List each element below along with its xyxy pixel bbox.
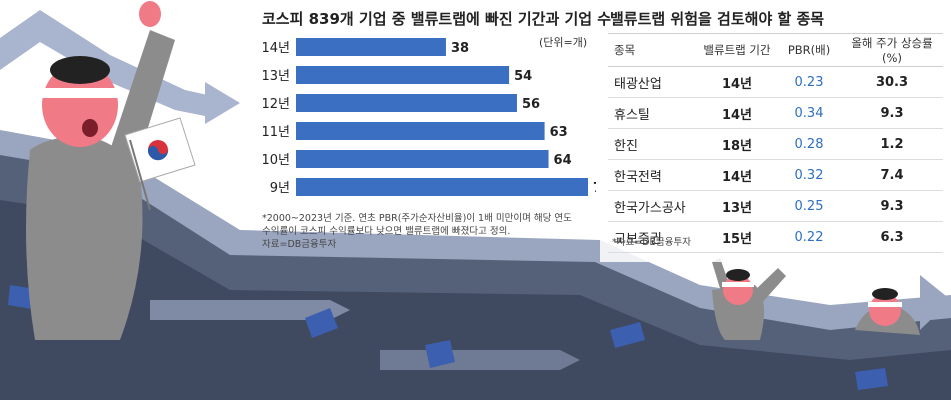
bar: [296, 150, 549, 168]
small-figure-body: [712, 285, 764, 340]
bar-value-label: 74: [593, 181, 596, 196]
bar-value-label: 54: [514, 69, 532, 84]
trap-period-cell: 15년: [697, 221, 777, 253]
figure-mouth: [82, 119, 98, 137]
pbr-cell: 0.25: [777, 190, 841, 222]
small-figure-headband: [722, 282, 754, 287]
chart-title: 코스피 839개 기업 중 밸류트랩에 빠진 기간과 기업 수: [262, 10, 612, 28]
bar-value-label: 64: [554, 153, 572, 168]
falling-arrow-head: [920, 275, 951, 330]
category-label: 14년: [261, 41, 290, 56]
flag-pole: [129, 139, 151, 211]
pbr-cell: 0.22: [777, 221, 841, 253]
bar-chart: 14년 38 13년 54 12년 56 11년 63 10년 64 9년 74: [261, 38, 596, 196]
col-header-period: 밸류트랩 기간: [697, 33, 777, 67]
table-header-row: 종목 밸류트랩 기간 PBR(배) 올해 주가 상승률(%): [608, 33, 943, 67]
top-arrow-band: [0, 10, 230, 118]
darker-ground: [0, 200, 951, 400]
price-rise-cell: 30.3: [841, 66, 943, 98]
bar-value-label: 38: [451, 41, 469, 56]
pbr-cell: 0.32: [777, 159, 841, 191]
small-figure-hair: [726, 269, 750, 281]
category-label: 9년: [270, 181, 290, 196]
trap-period-cell: 14년: [697, 159, 777, 191]
table-row: 한국전력 14년 0.32 7.4: [608, 159, 943, 191]
bar-value-label: 56: [522, 97, 540, 112]
debris-piece: [855, 368, 888, 390]
pbr-cell: 0.23: [777, 66, 841, 98]
lower-arrow: [150, 300, 350, 320]
table-title: 밸류트랩 위험을 검토해야 할 종목: [610, 10, 825, 28]
table-row: 한국가스공사 13년 0.25 9.3: [608, 190, 943, 222]
bar: [296, 178, 588, 196]
price-rise-cell: 1.2: [841, 128, 943, 160]
debris-piece: [610, 322, 645, 348]
small-figure-arm: [750, 268, 786, 305]
bar-value-label: 63: [550, 125, 568, 140]
price-rise-cell: 9.3: [841, 97, 943, 129]
chart-note-3: 자료=DB금융투자: [262, 239, 337, 250]
top-arrow-head: [205, 82, 240, 124]
pbr-cell: 0.34: [777, 97, 841, 129]
col-header-pbr: PBR(배): [777, 33, 841, 67]
figure-hair: [50, 56, 110, 84]
small-figure-2-hair: [872, 288, 898, 300]
chart-note-1: *2000~2023년 기준. 연초 PBR(주가순자산비율)이 1배 미만이며…: [262, 213, 572, 224]
chart-unit: (단위=개): [539, 36, 588, 49]
stock-name-cell: 한국가스공사: [608, 190, 697, 222]
table-row: 태광산업 14년 0.23 30.3: [608, 66, 943, 98]
price-rise-cell: 6.3: [841, 221, 943, 253]
col-header-rise: 올해 주가 상승률(%): [841, 33, 943, 67]
col-header-name: 종목: [608, 33, 697, 67]
category-label: 10년: [261, 153, 290, 168]
pbr-cell: 0.28: [777, 128, 841, 160]
figure-body: [26, 135, 143, 340]
table-body: 태광산업 14년 0.23 30.3 휴스틸 14년 0.34 9.3 한진 18년 0.28 1.2…: [608, 66, 943, 253]
bar: [296, 66, 510, 84]
table-row: 한진 18년 0.28 1.2: [608, 128, 943, 160]
figure-head: [42, 63, 118, 147]
stock-name-cell: 휴스틸: [608, 97, 697, 129]
stock-table: 종목 밸류트랩 기간 PBR(배) 올해 주가 상승률(%) 태광산업 14년 0.…: [608, 33, 943, 253]
stock-name-cell: 한진: [608, 128, 697, 160]
bar: [296, 38, 446, 56]
bar: [296, 94, 517, 112]
category-label: 11년: [261, 125, 290, 140]
figure-headband: [40, 88, 120, 98]
trap-period-cell: 14년: [697, 66, 777, 98]
table-row: 교보증권 15년 0.22 6.3: [608, 221, 943, 253]
trap-period-cell: 14년: [697, 97, 777, 129]
debris-piece: [425, 340, 455, 368]
price-rise-cell: 9.3: [841, 190, 943, 222]
lower-arrow-2: [380, 350, 580, 370]
trap-period-cell: 13년: [697, 190, 777, 222]
small-figure-2-headband: [868, 302, 902, 307]
stock-name-cell: 한국전력: [608, 159, 697, 191]
debris-piece: [305, 308, 338, 338]
trap-period-cell: 18년: [697, 128, 777, 160]
category-label: 13년: [261, 69, 290, 84]
bar: [296, 122, 545, 140]
flag-emblem-blue: [147, 145, 169, 161]
stock-name-cell: 교보증권: [608, 221, 697, 253]
chart-note-2: 수익률이 코스피 수익률보다 낮으면 밸류트랩에 빠졌다고 정의.: [262, 226, 511, 237]
table-source: *자료=DB금융투자: [612, 237, 691, 248]
price-rise-cell: 7.4: [841, 159, 943, 191]
table-row: 휴스틸 14년 0.34 9.3: [608, 97, 943, 129]
figure-hand: [139, 1, 161, 27]
stock-name-cell: 태광산업: [608, 66, 697, 98]
category-label: 12년: [261, 97, 290, 112]
